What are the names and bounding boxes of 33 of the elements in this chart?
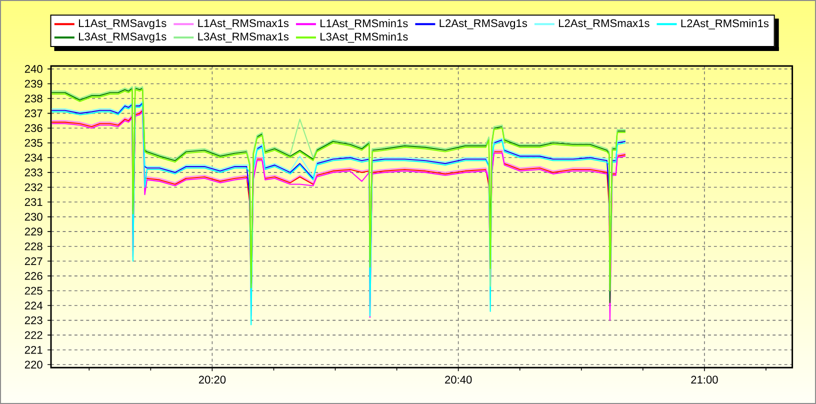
y-tick-label: 220 xyxy=(24,360,42,369)
y-tick-label: 235 xyxy=(24,138,42,147)
y-tick-label: 234 xyxy=(24,154,43,162)
legend-label: L2Ast_RMSmin1s xyxy=(681,19,769,30)
legend-label: L2Ast_RMSmax1s xyxy=(559,19,650,30)
legend-label: L3Ast_RMSavg1s xyxy=(78,32,166,43)
y-tick-label: 237 xyxy=(24,109,42,118)
y-tick-label: 229 xyxy=(24,228,42,236)
y-tick-label: 232 xyxy=(24,183,42,192)
y-tick-label: 228 xyxy=(24,242,42,250)
x-tick-label: 21:00 xyxy=(691,376,718,384)
y-tick-label: 224 xyxy=(24,302,43,310)
y-tick-label: 238 xyxy=(24,94,42,102)
legend-label: L1Ast_RMSavg1s xyxy=(78,19,166,30)
legend-label: L2Ast_RMSavg1s xyxy=(440,19,528,30)
x-tick-label: 20:40 xyxy=(445,376,472,384)
y-tick-label: 231 xyxy=(24,198,42,206)
y-tick-label: 225 xyxy=(24,286,42,295)
y-tick-label: 236 xyxy=(24,124,42,132)
y-tick-label: 230 xyxy=(24,212,42,221)
legend-label: L3Ast_RMSmax1s xyxy=(198,32,289,43)
legend-label: L1Ast_RMSmin1s xyxy=(320,19,408,30)
y-tick-label: 221 xyxy=(24,346,42,354)
y-tick-label: 223 xyxy=(24,316,42,324)
y-tick-label: 240 xyxy=(24,65,42,73)
y-tick-label: 222 xyxy=(24,331,42,339)
y-tick-label: 239 xyxy=(24,80,42,88)
y-tick-label: 233 xyxy=(24,168,42,176)
y-tick-label: 227 xyxy=(24,257,42,266)
legend-label: L1Ast_RMSmax1s xyxy=(198,19,289,30)
y-tick-label: 226 xyxy=(24,272,42,280)
legend-label: L3Ast_RMSmin1s xyxy=(320,32,408,43)
x-tick-label: 20:20 xyxy=(198,376,226,384)
